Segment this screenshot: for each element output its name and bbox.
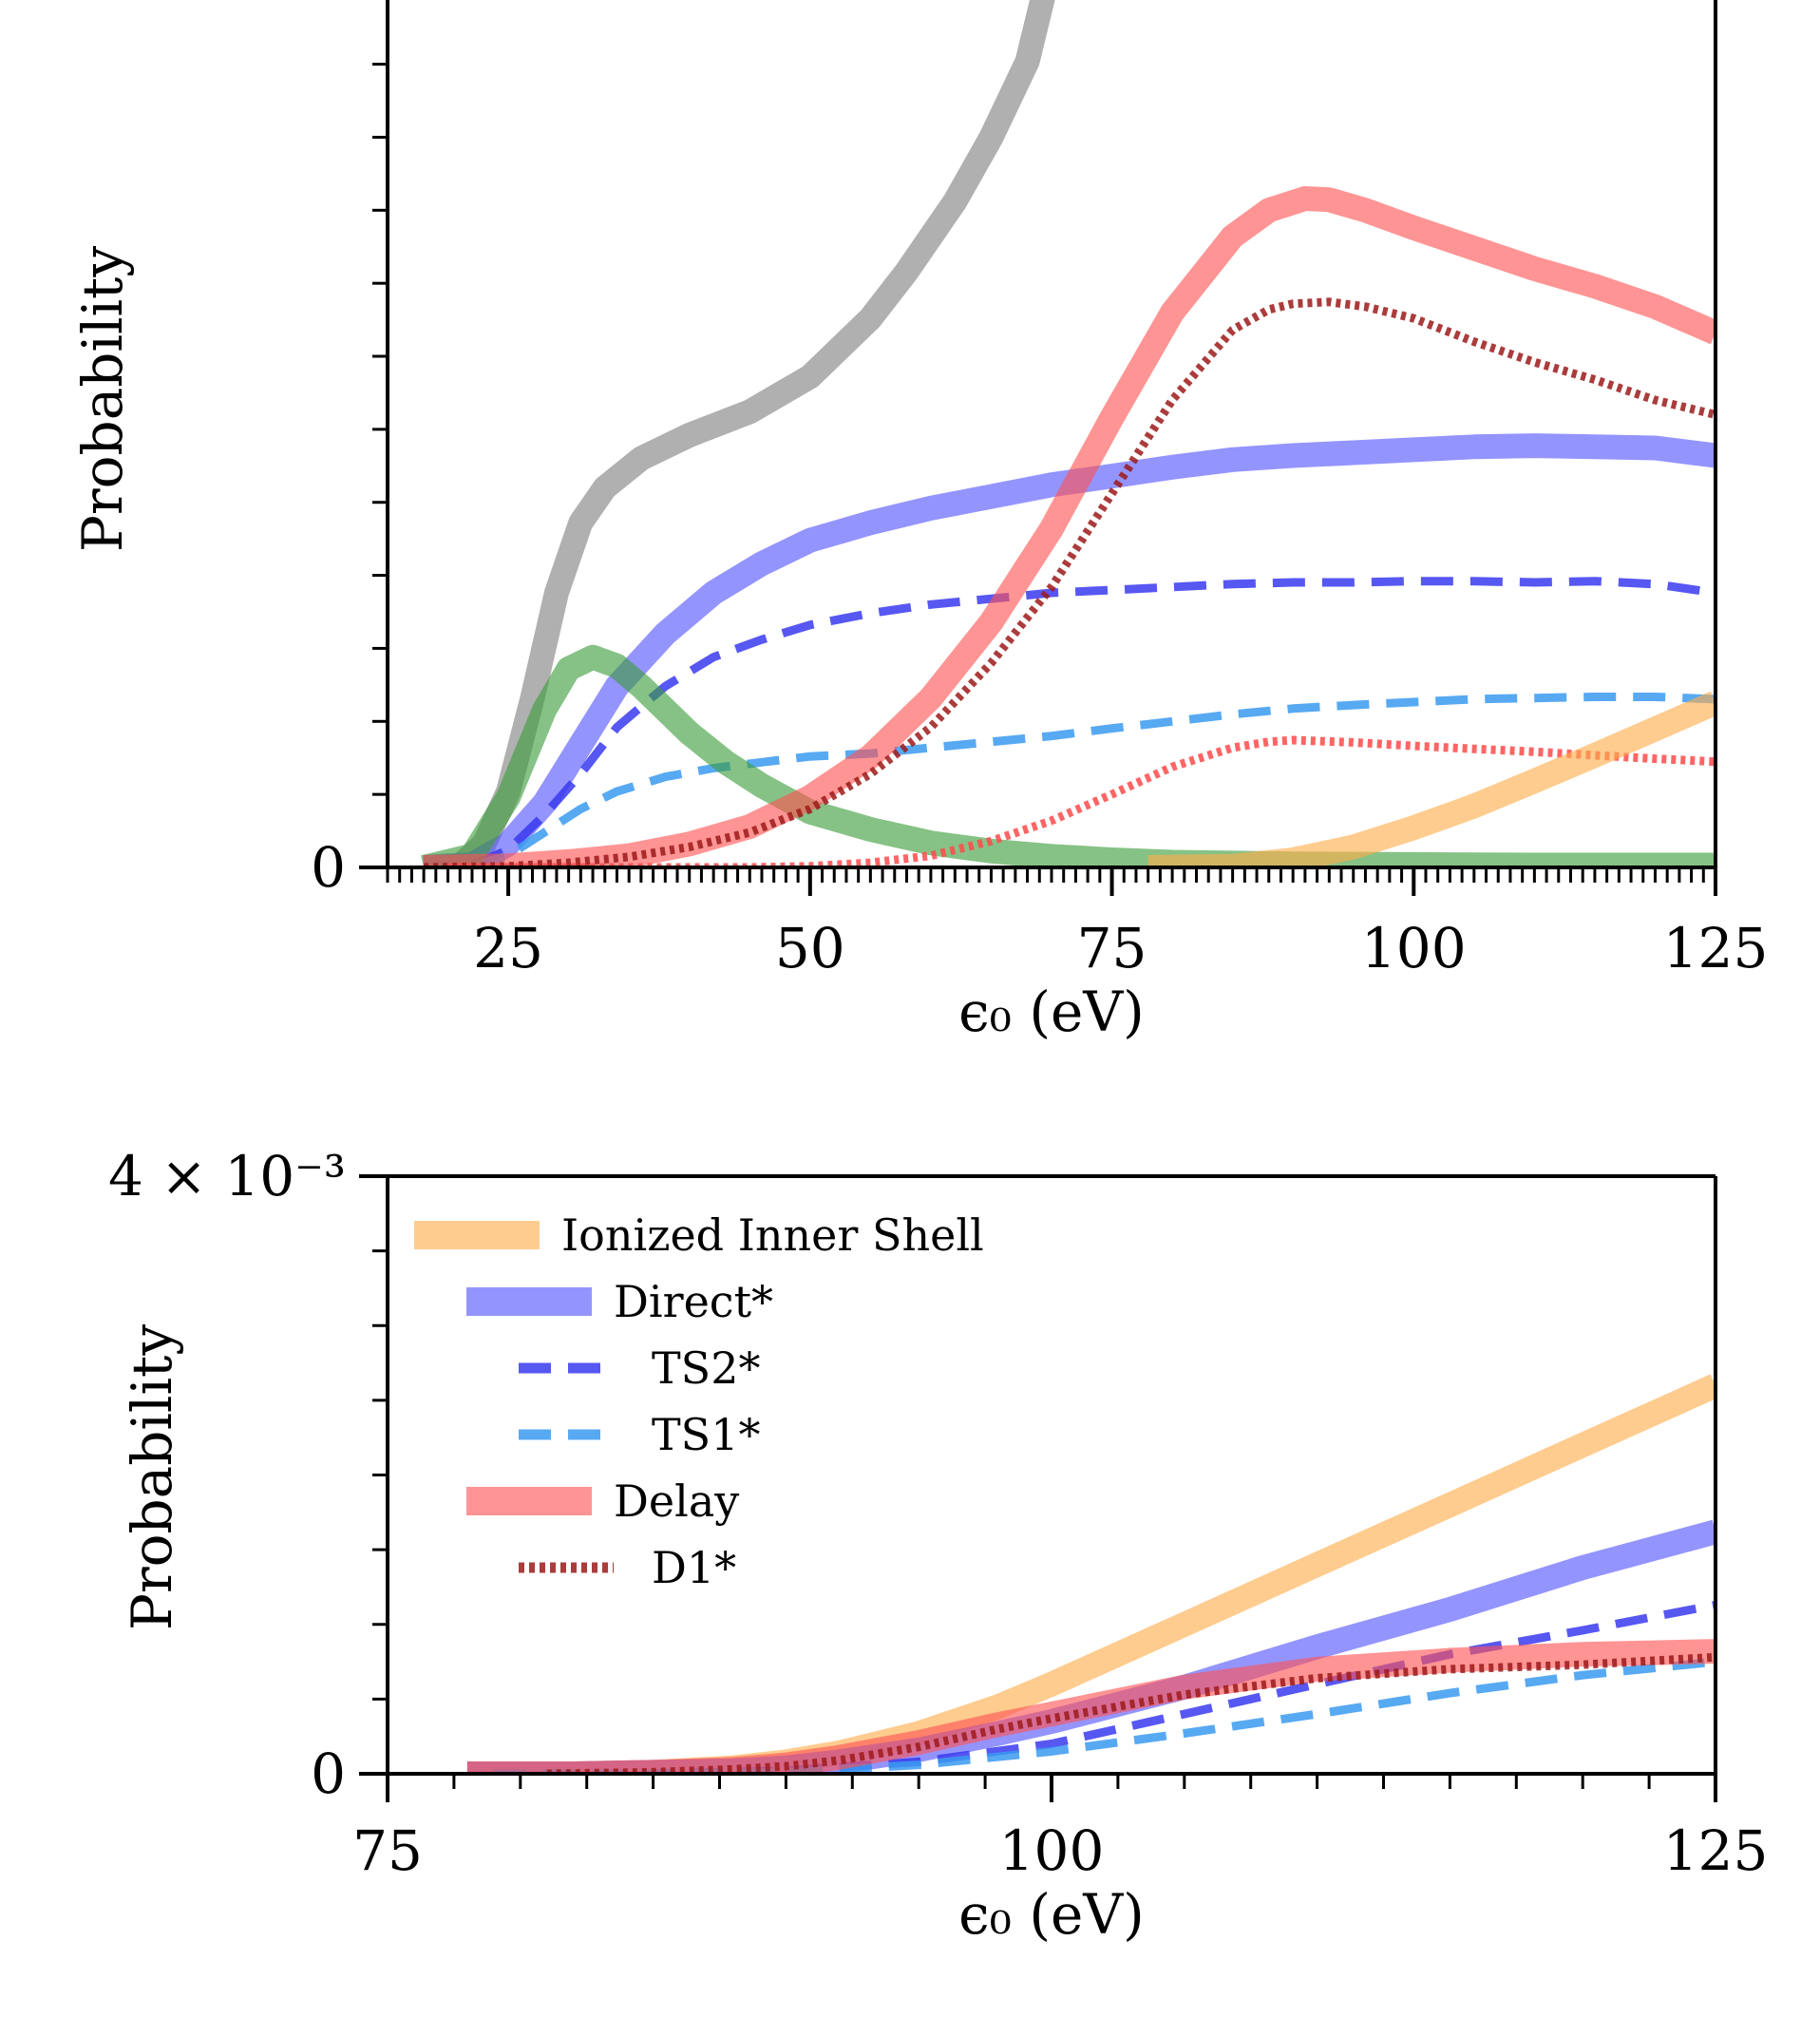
series-delay-line bbox=[466, 1639, 1716, 1774]
series-ts2-line bbox=[423, 577, 1716, 867]
axes: 25 50 75 100 125 0 Probability ϵ₀ (eV) bbox=[70, 0, 1768, 1044]
y-axis-title: Probability bbox=[120, 1324, 184, 1630]
bottom-panel: 75 100 125 0 4 × 10⁻³ Probability ϵ₀ (eV) Ioniz… bbox=[108, 1144, 1768, 1947]
x-axis-title: ϵ₀ (eV) bbox=[958, 980, 1145, 1044]
x-axis-title: ϵ₀ (eV) bbox=[958, 1882, 1145, 1947]
x-tick-label: 50 bbox=[775, 916, 845, 980]
legend: Ionized Inner Shell Direct* TS2* TS1* Delay D… bbox=[414, 1209, 984, 1593]
legend-label-ts1: TS1* bbox=[652, 1409, 760, 1460]
series-group bbox=[421, 0, 1716, 867]
x-tick-label: 75 bbox=[1077, 916, 1147, 980]
legend-label-delay: Delay bbox=[614, 1475, 739, 1527]
y-tick-label: 4 × 10⁻³ bbox=[108, 1144, 346, 1208]
x-tick-label: 125 bbox=[1663, 1818, 1769, 1883]
series-ionized-inner-shell-line bbox=[1147, 691, 1716, 867]
x-tick-label: 75 bbox=[352, 1818, 423, 1883]
legend-label-direct: Direct* bbox=[614, 1276, 773, 1327]
top-panel: 25 50 75 100 125 0 Probability ϵ₀ (eV) bbox=[70, 0, 1768, 1044]
series-direct-line bbox=[423, 433, 1716, 867]
legend-label-ts2: TS2* bbox=[652, 1342, 760, 1394]
legend-label-ionized-inner-shell: Ionized Inner Shell bbox=[561, 1209, 984, 1261]
series-ts1-line bbox=[423, 693, 1716, 867]
y-tick-label: 0 bbox=[311, 835, 346, 900]
x-tick-label: 25 bbox=[473, 916, 543, 980]
x-tick-label: 100 bbox=[1361, 916, 1467, 980]
y-axis-title: Probability bbox=[70, 246, 135, 552]
series-delay-line bbox=[423, 186, 1716, 867]
axes: 75 100 125 0 4 × 10⁻³ Probability ϵ₀ (eV) bbox=[108, 1144, 1768, 1947]
series-total-line bbox=[423, 0, 1055, 867]
x-tick-label: 100 bbox=[999, 1818, 1105, 1883]
x-tick-label: 125 bbox=[1663, 916, 1769, 980]
legend-label-d1: D1* bbox=[652, 1542, 736, 1593]
y-tick-label: 0 bbox=[311, 1741, 346, 1806]
series-d1-line bbox=[424, 297, 1716, 867]
